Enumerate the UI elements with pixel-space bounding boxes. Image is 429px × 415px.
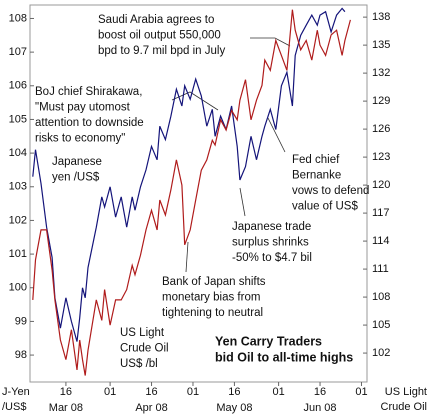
y-tick-label: 103 (9, 181, 27, 193)
y2-tick-label: 111 (372, 263, 389, 275)
y2-tick-label: 108 (372, 291, 390, 303)
leader-line (250, 37, 291, 47)
annotation: BoJ chief Shirakawa, (35, 86, 142, 98)
leader-line (185, 241, 189, 273)
y-tick-label: 108 (9, 12, 27, 24)
y-tick-label: 104 (9, 147, 27, 159)
y2-tick-label: 114 (372, 235, 390, 247)
data-line (32, 7, 346, 342)
annotation: US Light (120, 327, 165, 339)
leader-line (267, 117, 286, 153)
x-tick-label: 01 (355, 386, 367, 398)
plot-frame (29, 4, 368, 383)
leader-line (239, 187, 246, 217)
annotation: Bernanke (292, 170, 341, 182)
x-tick-label: 16 (60, 386, 72, 398)
annotation: Crude Oil (120, 343, 169, 355)
data-line (32, 9, 351, 376)
annotation: bid Oil to all-time highs (215, 350, 353, 364)
x-group-label: Mar 08 (49, 402, 83, 414)
annotation: -50% to $4.7 bil (232, 252, 312, 264)
annotation: Bank of Japan shifts (162, 276, 266, 288)
y-tick-label: 102 (9, 214, 27, 226)
x-tick-label: 01 (187, 386, 199, 398)
annotation: Fed chief (292, 154, 340, 166)
y-tick-label: 98 (15, 349, 27, 361)
y-tick-label: 105 (9, 113, 27, 125)
x-group-label: Apr 08 (135, 402, 167, 414)
annotation: Saudi Arabia agrees to (98, 14, 214, 26)
annotation: monetary bias from (162, 292, 260, 304)
annotation: risks to economy" (35, 133, 125, 145)
leader-line (171, 91, 219, 111)
annotation: bpd to 9.7 mil bpd in July (98, 45, 225, 57)
y2-tick-label: 120 (372, 179, 390, 191)
x-tick-label: 16 (228, 386, 240, 398)
x-group-label: Jun 08 (304, 402, 337, 414)
y2-axis-label: Crude Oil (381, 401, 427, 413)
annotation: Japanese trade (232, 221, 311, 233)
annotation: value of US$ (292, 201, 358, 213)
x-tick-label: 16 (145, 386, 157, 398)
annotation: Yen Carry Traders (215, 334, 322, 348)
annotation: tightening to neutral (162, 307, 263, 319)
annotation: attention to downside (35, 117, 144, 129)
annotation: yen /US$ (52, 172, 100, 184)
y2-tick-label: 126 (372, 123, 390, 135)
x-tick-label: 16 (314, 386, 326, 398)
annotation: vows to defend (292, 185, 369, 197)
y-tick-label: 107 (9, 46, 27, 58)
annotation: Japanese (52, 156, 102, 168)
y-tick-label: 100 (9, 282, 27, 294)
y2-tick-label: 132 (372, 67, 390, 79)
annotation: "Must pay utomost (35, 102, 131, 114)
y-axis-label: J-Yen (2, 386, 30, 398)
y2-tick-label: 129 (372, 95, 390, 107)
y-tick-label: 99 (15, 315, 27, 327)
y2-tick-label: 105 (372, 319, 390, 331)
y2-tick-label: 135 (372, 39, 390, 51)
x-tick-label: 01 (272, 386, 284, 398)
annotation: US$ /bl (120, 358, 158, 370)
x-tick-label: 01 (104, 386, 116, 398)
y2-tick-label: 123 (372, 151, 390, 163)
y-tick-label: 106 (9, 80, 27, 92)
annotation: surplus shrinks (232, 237, 309, 249)
y-axis-label: /US$ (2, 401, 26, 413)
annotation: boost oil output 550,000 (98, 30, 221, 42)
y2-axis-label: US Light (385, 386, 427, 398)
y2-tick-label: 117 (372, 207, 390, 219)
y2-tick-label: 138 (372, 11, 390, 23)
y2-tick-label: 102 (372, 347, 390, 359)
y-tick-label: 101 (9, 248, 27, 260)
x-group-label: May 08 (216, 402, 252, 414)
